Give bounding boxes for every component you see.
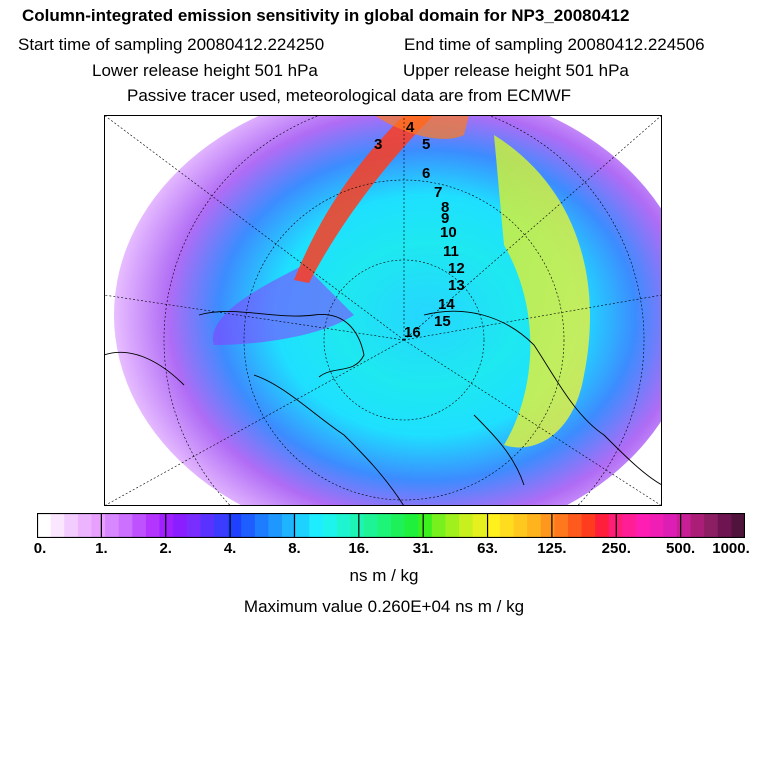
colorbar-cell — [64, 513, 79, 538]
trajectory-label: 9 — [441, 210, 449, 227]
colorbar-cell — [472, 513, 487, 538]
trajectory-label: 10 — [440, 224, 457, 241]
colorbar-cell — [595, 513, 610, 538]
colorbar-cell — [459, 513, 474, 538]
colorbar-cell — [636, 513, 651, 538]
trajectory-label: 3 — [374, 136, 382, 153]
colorbar-cell — [50, 513, 65, 538]
colorbar-cell — [540, 513, 555, 538]
colorbar-cell — [663, 513, 678, 538]
trajectory-label: 11 — [443, 243, 459, 260]
colorbar-cell — [581, 513, 596, 538]
colorbar-cell — [391, 513, 406, 538]
colorbar-cells — [37, 513, 745, 538]
colorbar-tick-label: 1000. — [712, 540, 750, 557]
colorbar-tick-label: 250. — [601, 540, 631, 557]
colorbar-tick-label: 63. — [477, 540, 498, 557]
colorbar-cell — [268, 513, 283, 538]
colorbar-cell — [690, 513, 705, 538]
trajectory-label: 12 — [448, 260, 465, 277]
colorbar-cell — [295, 513, 310, 538]
trajectory-label: 14 — [438, 296, 455, 313]
colorbar-tick-label: 125. — [537, 540, 567, 557]
trajectory-label: 13 — [448, 277, 465, 294]
colorbar-tick-label: 31. — [412, 540, 434, 557]
colorbar-cell — [173, 513, 188, 538]
colorbar-cell — [159, 513, 174, 538]
graticule — [104, 115, 662, 506]
plot-title: Column-integrated emission sensitivity i… — [22, 6, 630, 25]
colorbar-tick-label: 1. — [95, 540, 108, 557]
colorbar-cell — [554, 513, 569, 538]
colorbar-cell — [309, 513, 324, 538]
trajectory-label: 7 — [434, 184, 442, 201]
upper-release-text: Upper release height 501 hPa — [403, 61, 629, 80]
colorbar-cell — [186, 513, 201, 538]
colorbar-cell — [731, 513, 745, 538]
colorbar-cell — [499, 513, 515, 538]
colorbar-cell — [254, 513, 270, 538]
colorbar-cell — [200, 513, 215, 538]
colorbar-cell — [350, 513, 365, 538]
colorbar-cell — [37, 513, 52, 538]
colorbar — [37, 513, 745, 538]
colorbar-cell — [118, 513, 133, 538]
colorbar-cell — [322, 513, 338, 538]
lower-release-text: Lower release height 501 hPa — [92, 61, 318, 80]
trajectory-track-top — [374, 115, 469, 139]
colorbar-cell — [91, 513, 106, 538]
colorbar-frame — [37, 513, 745, 538]
colorbar-cell — [241, 513, 256, 538]
colorbar-cell — [445, 513, 460, 538]
colorbar-cell — [363, 513, 378, 538]
colorbar-cell — [77, 513, 93, 538]
coastlines — [104, 310, 662, 506]
colorbar-cell — [513, 513, 528, 538]
start-time-text: Start time of sampling 20080412.224250 — [18, 35, 325, 54]
trajectory-label: 15 — [434, 313, 451, 330]
trajectory-label: 16 — [404, 324, 421, 341]
colorbar-cell — [486, 513, 501, 538]
colorbar-cell — [418, 513, 433, 538]
colorbar-tick-label: 2. — [159, 540, 172, 557]
colorbar-cell — [404, 513, 419, 538]
trajectory-label: 5 — [422, 136, 430, 153]
colorbar-tick-label: 8. — [288, 540, 301, 557]
trajectory-track — [294, 115, 434, 283]
colorbar-cell — [227, 513, 242, 538]
colorbar-cell — [622, 513, 637, 538]
colorbar-cell — [377, 513, 392, 538]
colorbar-cell — [704, 513, 719, 538]
tracer-info-text: Passive tracer used, meteorological data… — [127, 86, 572, 105]
end-time-text: End time of sampling 20080412.224506 — [404, 35, 705, 54]
colorbar-cell — [676, 513, 692, 538]
colorbar-cell — [214, 513, 229, 538]
map-frame — [104, 115, 662, 506]
colorbar-tick-label: 16. — [348, 540, 370, 557]
sensitivity-map: 3 4 5 6 7 8 9 10 11 12 13 14 15 16 — [104, 115, 662, 506]
colorbar-cell — [282, 513, 297, 538]
maximum-value-text: Maximum value 0.260E+04 ns m / kg — [243, 597, 525, 616]
colorbar-tick-label: 500. — [666, 540, 696, 557]
low-sensitivity-region — [212, 265, 354, 345]
colorbar-cell — [132, 513, 147, 538]
trajectory-label: 8 — [441, 199, 449, 216]
colorbar-cell — [717, 513, 732, 538]
colorbar-cell — [336, 513, 351, 538]
trajectory-labels: 3 4 5 6 7 8 9 10 11 12 13 14 15 16 — [374, 119, 465, 341]
colorbar-cell — [431, 513, 447, 538]
colorbar-cell — [145, 513, 161, 538]
trajectory-label: 6 — [422, 165, 430, 182]
colorbar-tick-label: 4. — [223, 540, 237, 557]
colorbar-cell — [568, 513, 583, 538]
trajectory-label: 4 — [406, 119, 415, 136]
colorbar-cell — [527, 513, 542, 538]
colorbar-dividers — [100, 513, 682, 538]
colorbar-cell — [649, 513, 664, 538]
colorbar-cell — [105, 513, 120, 538]
colorbar-tick-label: 0. — [33, 540, 47, 557]
colorbar-units: ns m / kg — [349, 566, 419, 585]
high-sensitivity-region — [494, 135, 590, 448]
